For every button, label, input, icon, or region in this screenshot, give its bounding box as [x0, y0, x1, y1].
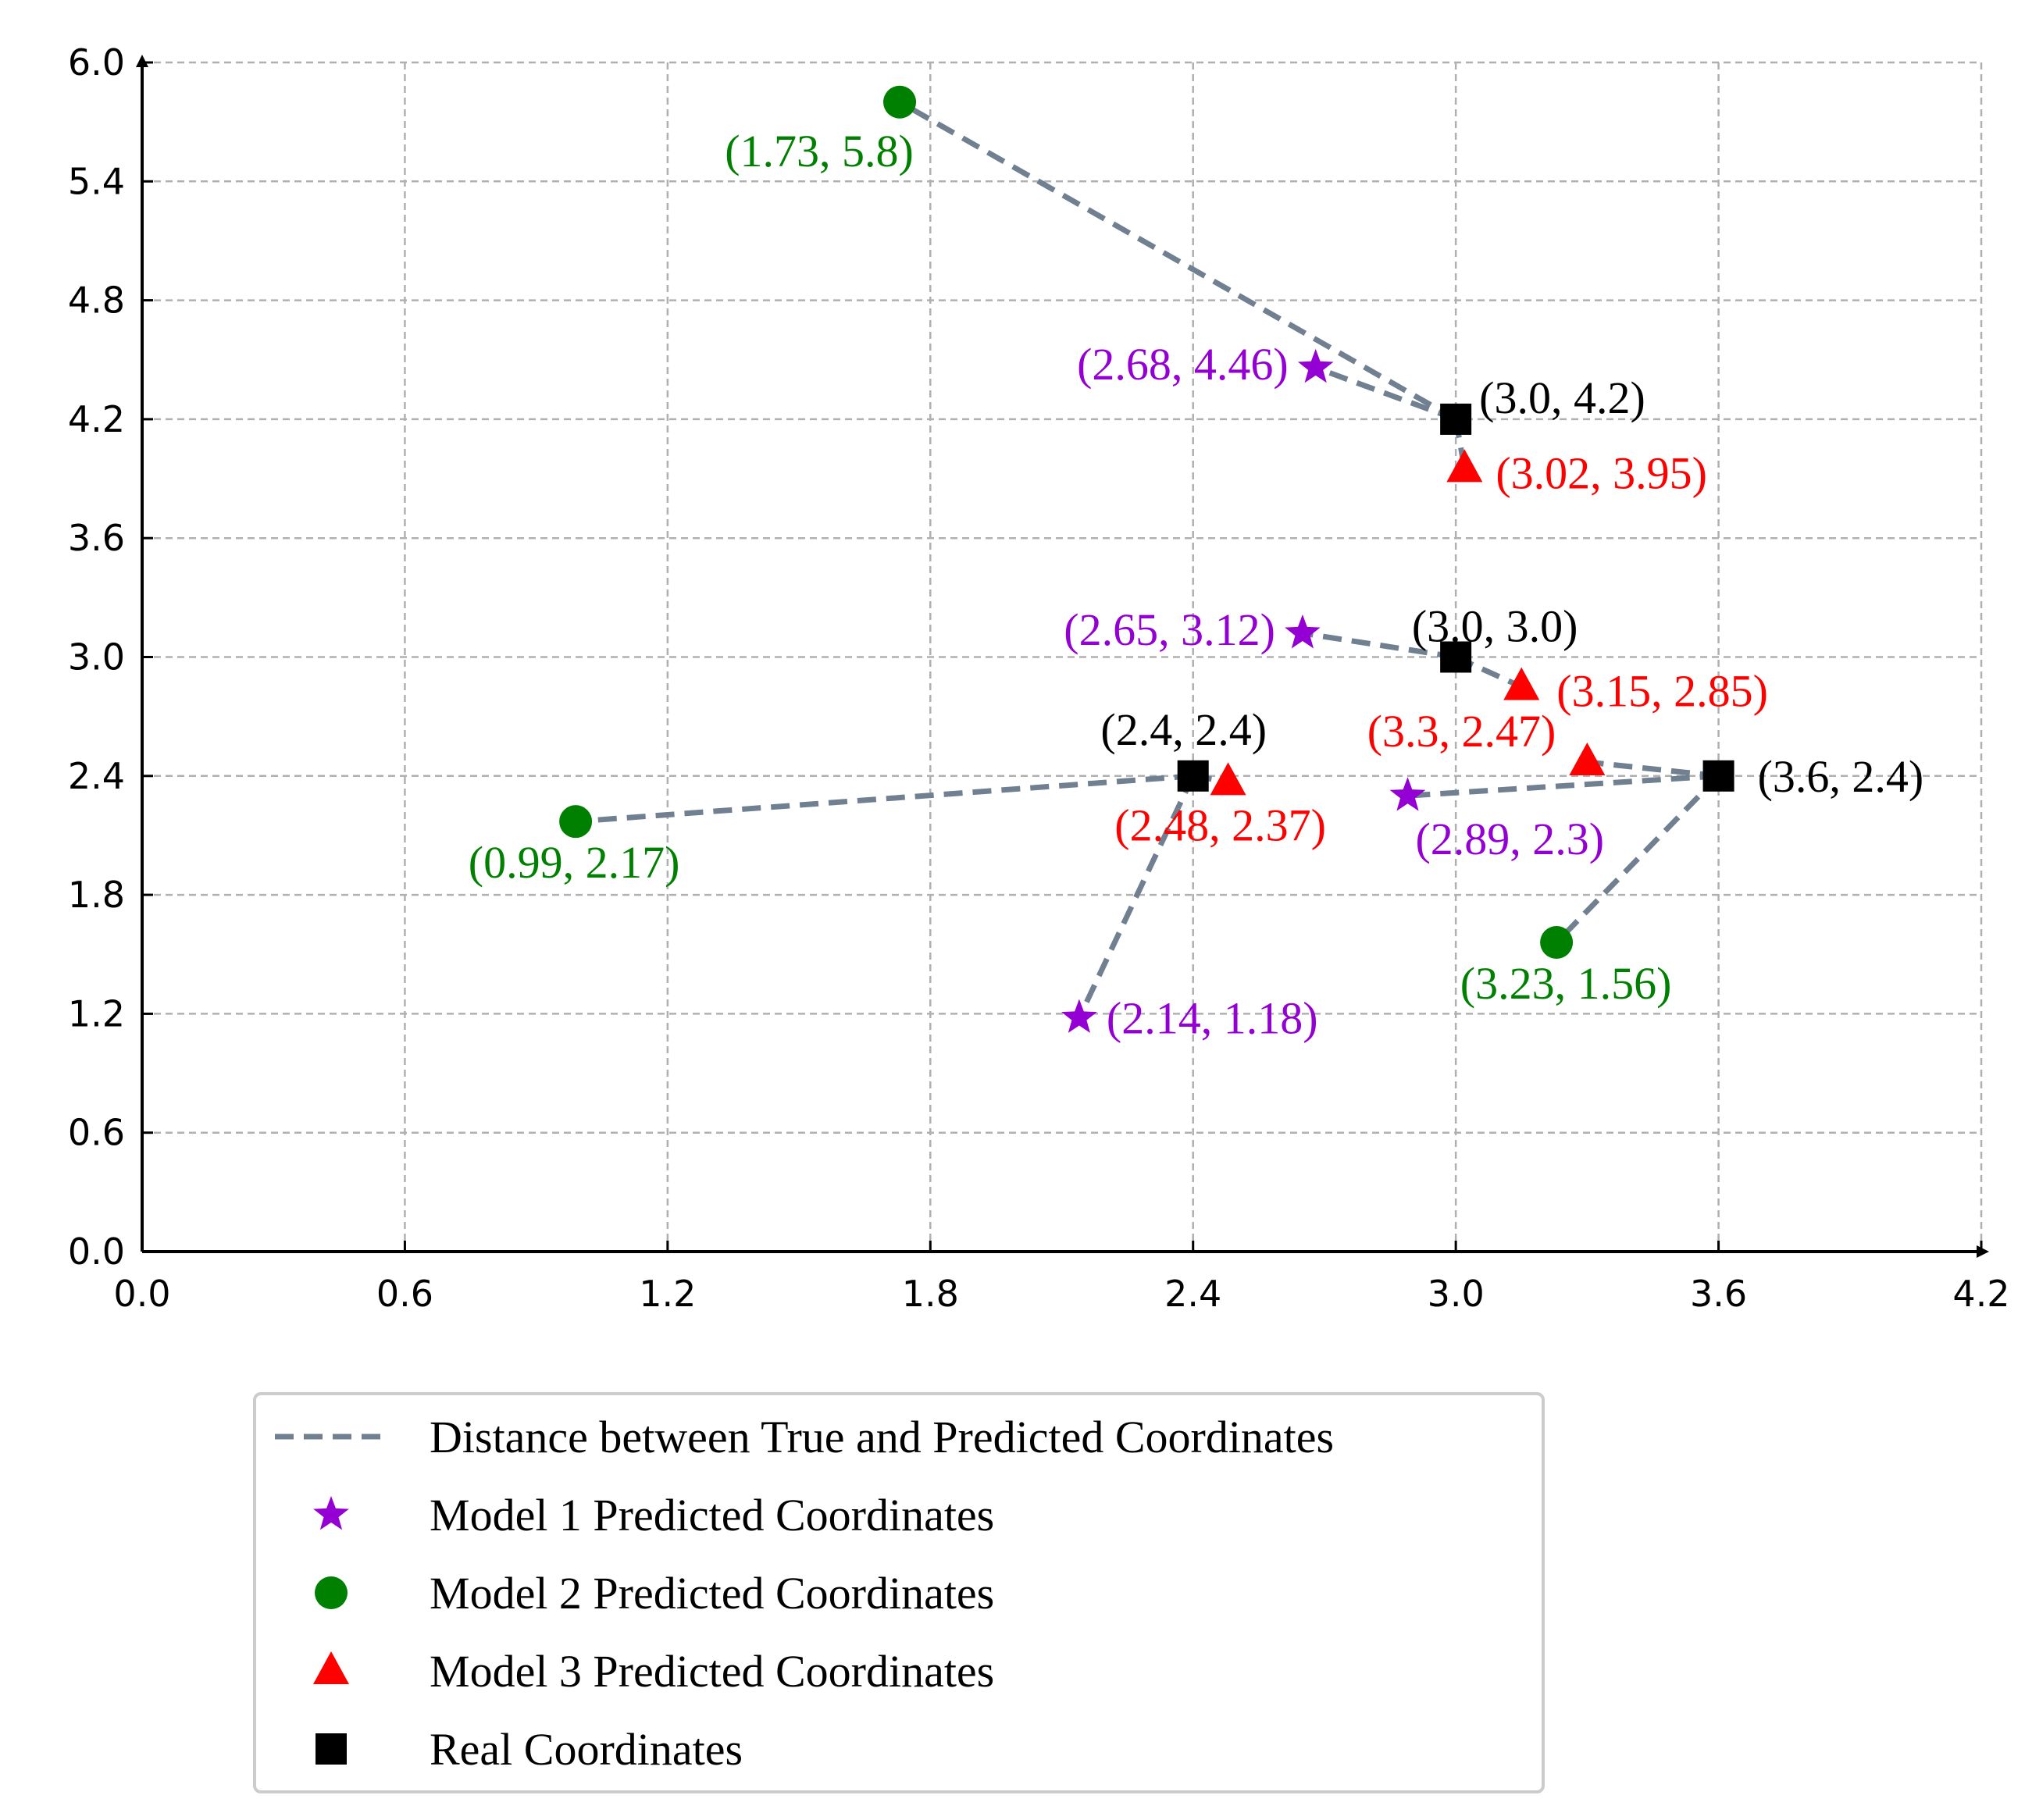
x-tick-label: 1.2	[639, 1273, 696, 1315]
model2-marker	[883, 85, 917, 119]
legend-model2-swatch	[315, 1576, 348, 1609]
x-tick-label: 3.6	[1690, 1273, 1747, 1315]
model3-marker	[1503, 667, 1540, 700]
model3-marker	[1446, 449, 1483, 483]
legend-model1-label: Model 1 Predicted Coordinates	[430, 1490, 994, 1540]
distance-line	[1314, 365, 1457, 422]
model3-point-label: (3.15, 2.85)	[1556, 666, 1768, 717]
legend-model3-label: Model 3 Predicted Coordinates	[430, 1646, 994, 1697]
x-tick-label: 3.0	[1428, 1273, 1485, 1315]
legend-model3-swatch	[313, 1651, 349, 1684]
distance-lines	[575, 99, 1721, 1019]
real-point-label: (3.0, 4.2)	[1479, 372, 1645, 423]
model2-marker	[559, 805, 593, 839]
distance-line	[1302, 630, 1456, 660]
legend-real-swatch	[316, 1733, 347, 1765]
model3-point-label: (2.48, 2.37)	[1114, 800, 1326, 850]
model3-point-label: (3.3, 2.47)	[1367, 706, 1556, 757]
grid-lines	[142, 61, 1983, 1252]
y-tick-label: 0.6	[68, 1112, 125, 1154]
model1-point-label: (2.89, 2.3)	[1415, 814, 1604, 864]
model1-point-label: (2.65, 3.12)	[1064, 604, 1275, 655]
y-tick-label: 3.6	[68, 517, 125, 559]
real-marker	[1177, 760, 1209, 792]
model1-point-label: (2.68, 4.46)	[1077, 339, 1289, 390]
point-labels: (3.0, 4.2) (3.0, 3.0) (2.4, 2.4) (3.6, 2.4)…	[469, 126, 1923, 1044]
y-tick-label: 6.0	[68, 41, 125, 84]
legend-box	[253, 1392, 1545, 1793]
y-tick-label: 2.4	[68, 755, 125, 797]
model1-marker	[1297, 348, 1334, 383]
x-tick-label: 1.8	[902, 1273, 959, 1315]
legend-real-label: Real Coordinates	[430, 1724, 743, 1775]
real-point-label: (3.0, 3.0)	[1412, 601, 1578, 652]
real-marker	[1440, 641, 1472, 673]
model2-point-label: (0.99, 2.17)	[469, 837, 680, 888]
y-tick-label: 0.0	[68, 1231, 125, 1273]
legend-distance-label: Distance between True and Predicted Coor…	[430, 1412, 1334, 1462]
model1-marker	[1389, 777, 1426, 811]
distance-line	[1586, 759, 1719, 779]
real-marker	[1702, 760, 1734, 792]
model3-marker	[1210, 762, 1246, 796]
x-tick-label: 4.2	[1952, 1273, 2009, 1315]
y-tick-label: 4.2	[68, 398, 125, 440]
distance-line	[1554, 774, 1721, 945]
y-tick-label: 1.2	[68, 992, 125, 1035]
y-tick-label: 1.8	[68, 874, 125, 916]
model3-marker	[1569, 743, 1606, 776]
model3-point-label: (3.02, 3.95)	[1496, 447, 1707, 498]
real-marker	[1440, 403, 1472, 435]
model2-point-label: (3.23, 1.56)	[1460, 958, 1672, 1009]
y-tick-label: 5.4	[68, 160, 125, 202]
real-point-label: (3.6, 2.4)	[1758, 751, 1924, 802]
x-tick-label: 0.0	[113, 1273, 170, 1315]
model1-marker	[1061, 999, 1097, 1033]
model2-marker	[1540, 926, 1574, 960]
y-axis-arrow	[136, 55, 148, 67]
distance-line	[575, 773, 1193, 825]
distance-line	[1076, 775, 1196, 1019]
real-point-label: (2.4, 2.4)	[1100, 704, 1267, 755]
y-tick-label: 3.0	[68, 636, 125, 678]
model1-marker	[1285, 614, 1321, 649]
x-axis-arrow	[1977, 1245, 1989, 1258]
legend-model2-label: Model 2 Predicted Coordinates	[430, 1568, 994, 1619]
y-tick-label: 4.8	[68, 280, 125, 322]
model1-point-label: (2.14, 1.18)	[1107, 992, 1318, 1043]
legend: Distance between True and Predicted Coor…	[253, 1392, 1545, 1793]
legend-model1-swatch	[313, 1496, 349, 1530]
model2-point-label: (1.73, 5.8)	[725, 126, 914, 176]
data-markers	[559, 85, 1734, 1033]
tick-labels: 0.0 0.6 1.2 1.8 2.4 3.0 3.6 4.2 0.0 0.6 1.2 1.8 2.4 3…	[68, 41, 2010, 1315]
distance-line	[1407, 773, 1719, 799]
x-tick-label: 2.4	[1164, 1273, 1221, 1315]
distance-line	[898, 99, 1457, 422]
x-tick-label: 0.6	[376, 1273, 433, 1315]
